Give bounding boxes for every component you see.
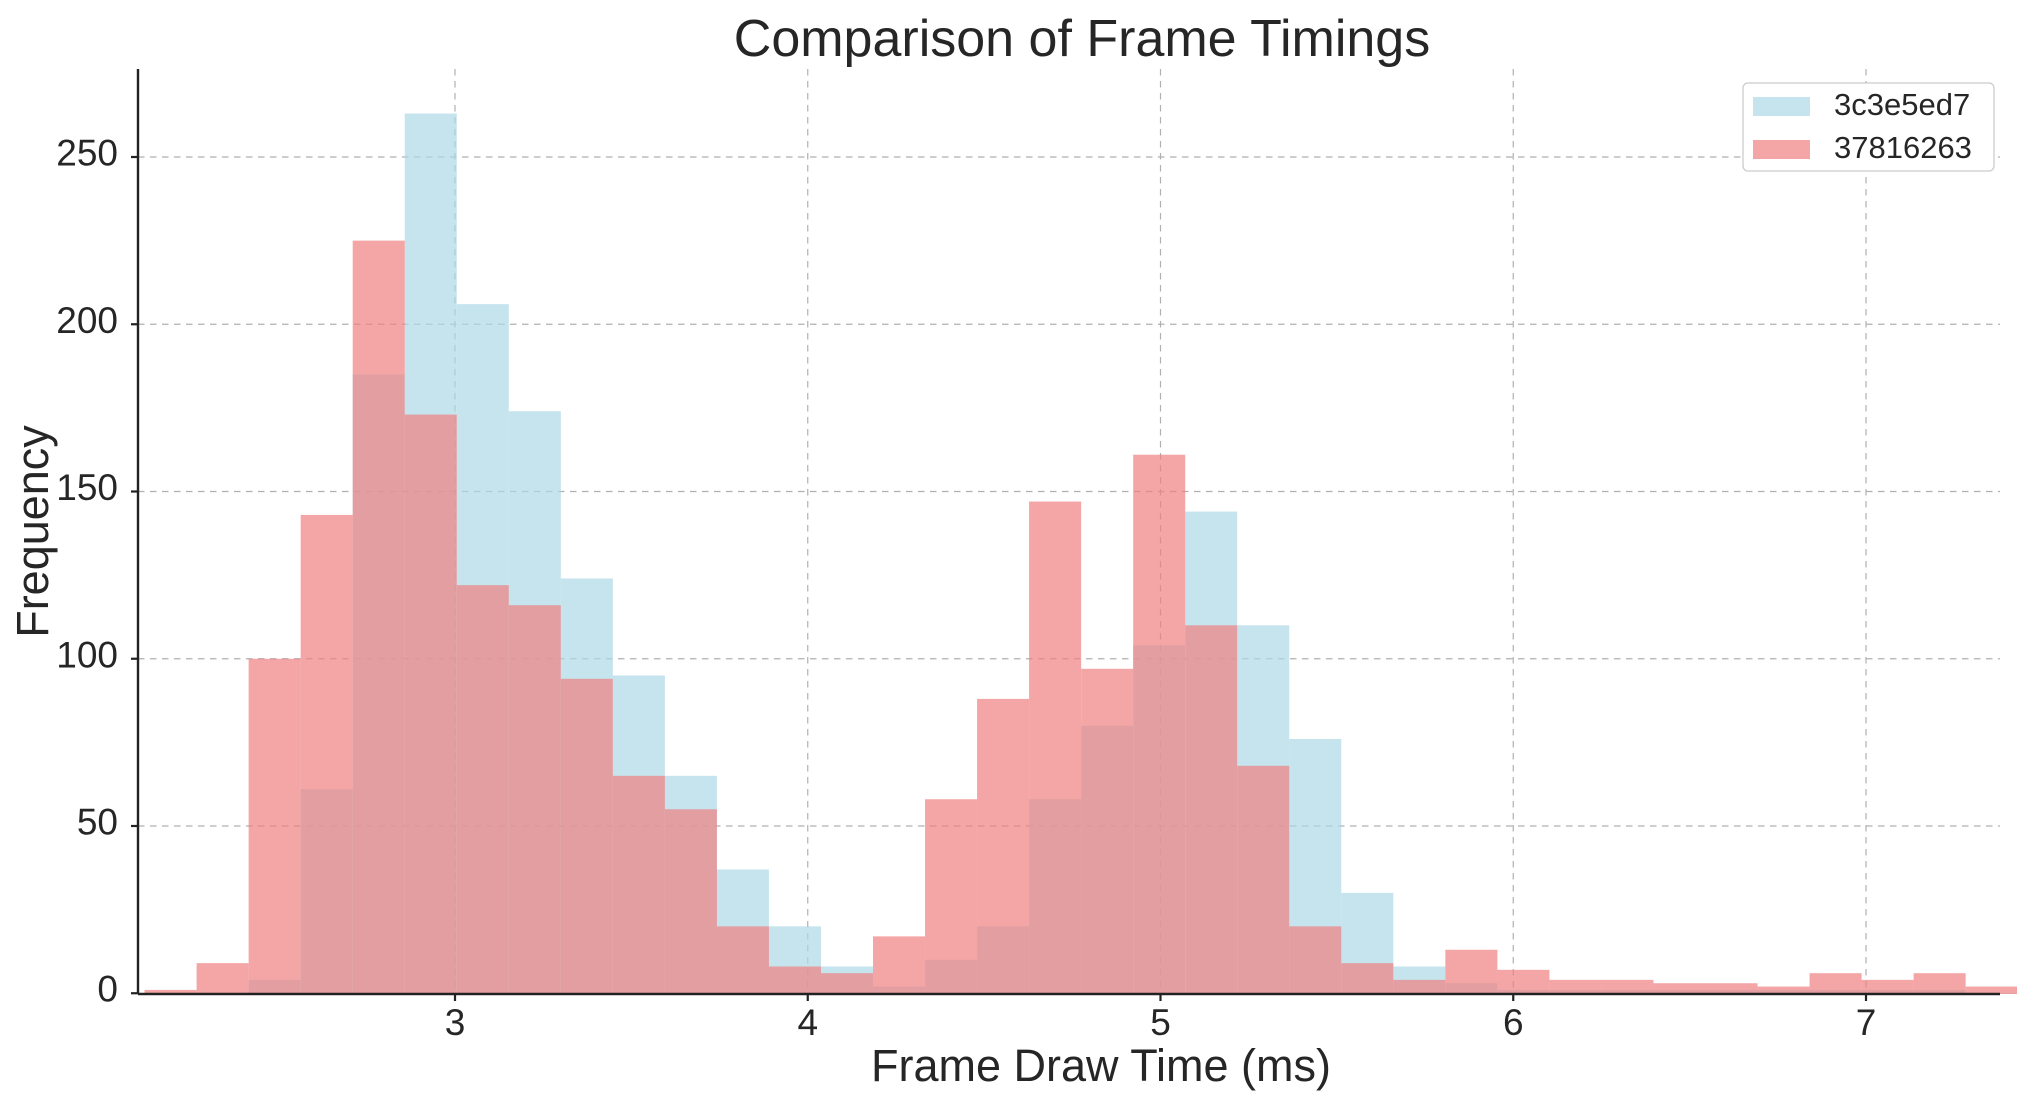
svg-text:Frequency: Frequency (7, 425, 58, 638)
svg-text:3c3e5ed7: 3c3e5ed7 (1834, 87, 1970, 122)
svg-text:150: 150 (56, 467, 118, 508)
svg-text:Comparison of Frame Timings: Comparison of Frame Timings (734, 10, 1430, 68)
svg-text:250: 250 (56, 133, 118, 174)
svg-text:Frame Draw Time (ms): Frame Draw Time (ms) (871, 1040, 1331, 1091)
svg-text:3: 3 (445, 1002, 466, 1043)
svg-text:6: 6 (1503, 1002, 1524, 1043)
svg-text:0: 0 (97, 969, 118, 1010)
svg-text:4: 4 (797, 1002, 818, 1043)
svg-text:37816263: 37816263 (1834, 130, 1972, 165)
svg-text:5: 5 (1150, 1002, 1171, 1043)
svg-text:200: 200 (56, 300, 118, 341)
svg-text:50: 50 (77, 802, 118, 843)
svg-text:7: 7 (1856, 1002, 1877, 1043)
svg-text:100: 100 (56, 634, 118, 675)
